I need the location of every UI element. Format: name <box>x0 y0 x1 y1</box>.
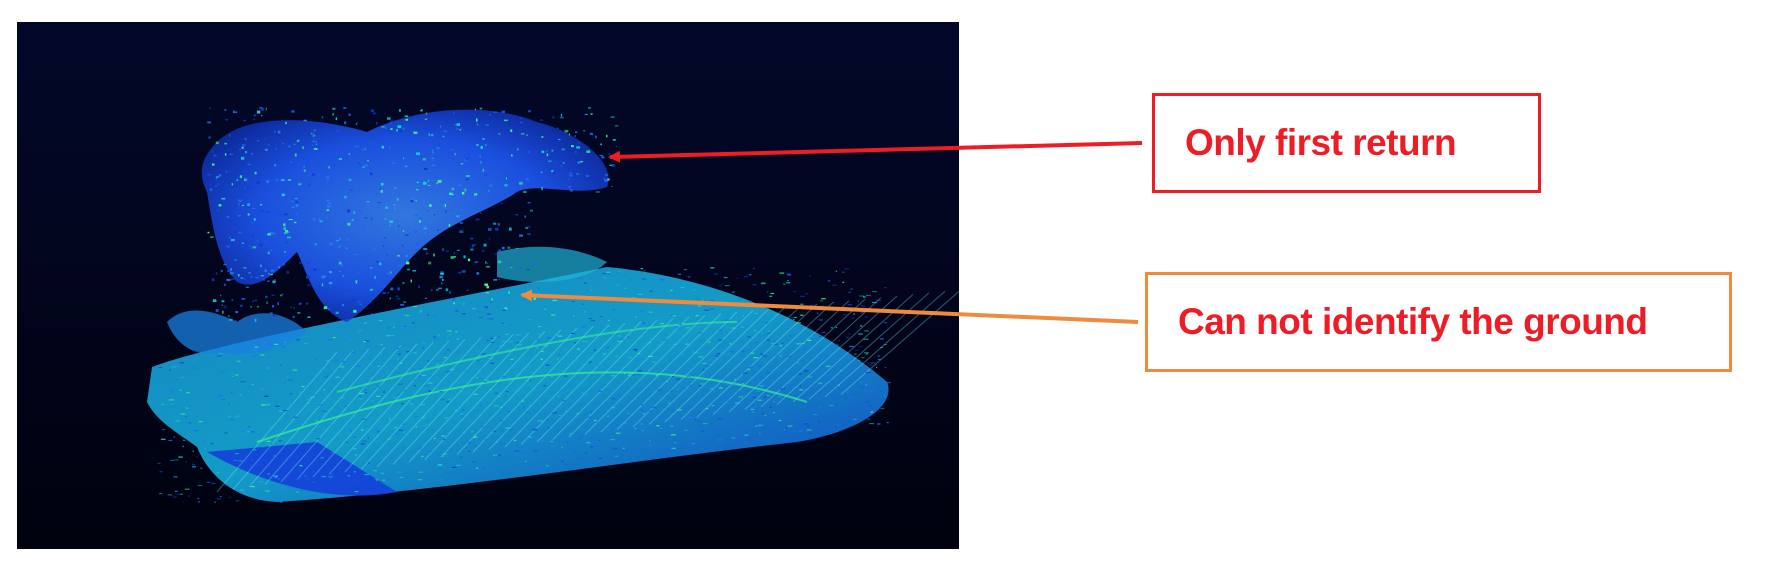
ground-arrow <box>520 289 1139 324</box>
canopy-points <box>167 107 619 354</box>
ground-label-box: Can not identify the ground <box>1145 272 1732 372</box>
first-return-label: Only first return <box>1185 122 1457 163</box>
ground-points <box>147 267 959 502</box>
first-return-label-box: Only first return <box>1152 93 1541 193</box>
point-cloud-panel <box>17 22 959 549</box>
first-return-arrow <box>608 141 1143 163</box>
ground-speckles <box>157 267 891 503</box>
ground-label: Can not identify the ground <box>1178 301 1648 342</box>
